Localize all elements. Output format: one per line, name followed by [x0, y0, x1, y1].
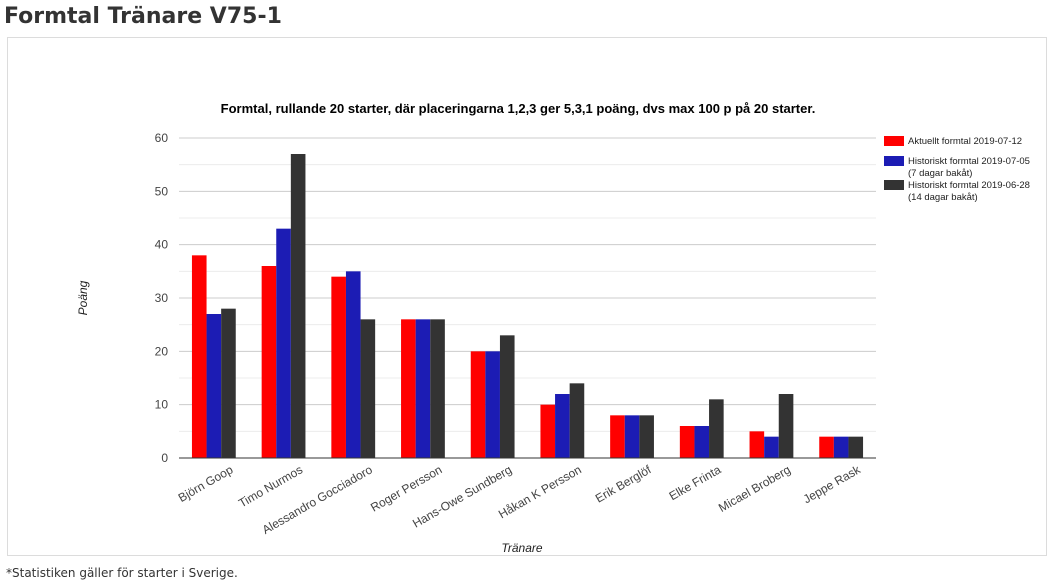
- legend-swatch: [884, 136, 904, 146]
- bar-series-3: [569, 383, 585, 458]
- x-tick-label: Elke Frinta: [667, 462, 724, 503]
- y-tick-label: 0: [161, 451, 168, 465]
- legend-label: Historiskt formtal 2019-07-05: [908, 156, 1030, 167]
- bar-series-1: [540, 404, 556, 458]
- page-title: Formtal Tränare V75-1: [4, 4, 282, 29]
- x-tick-label: Jeppe Rask: [801, 462, 864, 506]
- bar-series-2: [415, 319, 431, 458]
- chart-container: Formtal, rullande 20 starter, där placer…: [7, 37, 1047, 556]
- bar-chart: Formtal, rullande 20 starter, där placer…: [76, 101, 1030, 555]
- footnote: *Statistiken gäller för starter i Sverig…: [6, 566, 238, 580]
- y-axis-ticks: 0 10 20 30 40 50 60: [155, 131, 169, 465]
- y-tick-label: 60: [155, 131, 169, 145]
- x-tick-label: Björn Goop: [176, 462, 236, 505]
- bar-series-2: [276, 228, 291, 458]
- x-tick-label: Micael Broberg: [716, 462, 793, 514]
- bar-series-3: [639, 415, 654, 458]
- bar-series-3: [430, 319, 445, 458]
- bar-series-3: [778, 394, 794, 458]
- y-tick-label: 30: [155, 291, 169, 305]
- bar-series-1: [401, 319, 416, 458]
- x-tick-label: Erik Berglöf: [593, 462, 654, 505]
- bar-series-2: [555, 394, 570, 458]
- bar-series-2: [764, 436, 779, 458]
- bar-series-1: [331, 276, 346, 458]
- bar-series-3: [221, 308, 236, 458]
- bar-series-2: [345, 271, 361, 458]
- bar-series-2: [694, 426, 710, 458]
- bar-series-2: [624, 415, 640, 458]
- bar-series-2: [206, 314, 222, 458]
- bar-series-3: [848, 436, 864, 458]
- legend-swatch: [884, 180, 904, 190]
- legend-label: (14 dagar bakåt): [908, 192, 978, 203]
- y-tick-label: 20: [155, 344, 169, 358]
- y-tick-label: 50: [155, 184, 169, 198]
- y-tick-label: 10: [155, 398, 169, 412]
- x-axis-label: Tränare: [501, 541, 542, 555]
- bars: [191, 154, 864, 458]
- bar-series-1: [610, 415, 625, 458]
- legend-swatch: [884, 156, 904, 166]
- chart-title: Formtal, rullande 20 starter, där placer…: [221, 101, 816, 116]
- bar-series-2: [833, 436, 849, 458]
- legend-label: Aktuellt formtal 2019-07-12: [908, 136, 1022, 147]
- bar-series-1: [819, 436, 834, 458]
- bar-series-1: [191, 255, 207, 458]
- bar-series-1: [470, 351, 486, 458]
- bar-series-3: [360, 319, 376, 458]
- bar-series-1: [749, 431, 765, 458]
- y-tick-label: 40: [155, 238, 169, 252]
- x-tick-label: Timo Nurmos: [236, 462, 305, 510]
- bar-series-1: [261, 266, 277, 458]
- bar-series-3: [499, 335, 515, 458]
- legend-label: Historiskt formtal 2019-06-28: [908, 180, 1030, 191]
- legend: Aktuellt formtal 2019-07-12 Historiskt fo…: [884, 136, 1030, 203]
- bar-series-3: [709, 399, 724, 458]
- y-axis-label: Poäng: [76, 280, 90, 315]
- legend-label: (7 dagar bakåt): [908, 168, 972, 179]
- bar-series-1: [679, 426, 695, 458]
- bar-series-2: [485, 351, 500, 458]
- bar-series-3: [290, 154, 306, 458]
